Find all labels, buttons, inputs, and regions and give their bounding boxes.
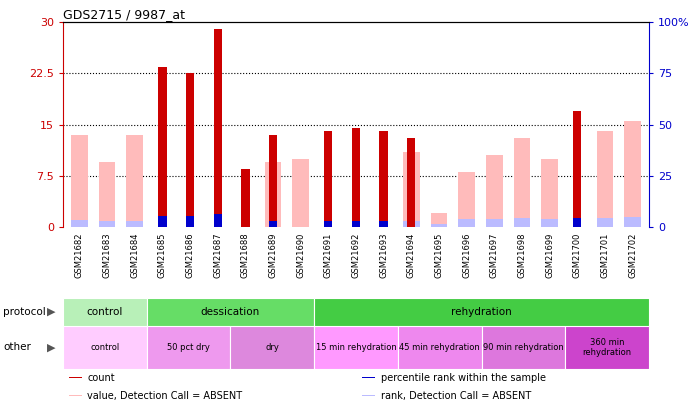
Bar (99, 162, 115, 227)
Bar (71, 220, 88, 227)
Bar (541, 159, 558, 227)
Text: ▶: ▶ (47, 342, 55, 352)
Text: control: control (87, 307, 123, 317)
Text: 15 min rehydration: 15 min rehydration (315, 343, 396, 352)
Bar (242, 169, 249, 227)
Text: control: control (90, 343, 119, 352)
Bar (431, 213, 447, 227)
Bar (352, 221, 360, 227)
Text: other: other (3, 342, 31, 352)
Bar (99, 221, 115, 227)
Bar (126, 135, 143, 227)
Bar (398, 326, 482, 369)
Text: value, Detection Call = ABSENT: value, Detection Call = ABSENT (87, 391, 243, 401)
Bar (63, 298, 147, 326)
Bar (431, 224, 447, 227)
Bar (324, 131, 332, 227)
Bar (68, 377, 82, 378)
Bar (482, 326, 565, 369)
Text: GSM21694: GSM21694 (407, 232, 416, 278)
Bar (486, 155, 503, 227)
Text: dry: dry (265, 343, 279, 352)
Bar (514, 138, 530, 227)
Bar (541, 219, 558, 227)
Bar (597, 217, 613, 227)
Bar (186, 73, 194, 227)
Bar (380, 131, 388, 227)
Text: count: count (87, 373, 115, 383)
Text: 45 min rehydration: 45 min rehydration (399, 343, 480, 352)
Text: GSM21695: GSM21695 (434, 232, 443, 278)
Text: GSM21700: GSM21700 (573, 232, 581, 278)
Text: GSM21701: GSM21701 (600, 232, 609, 278)
Text: percentile rank within the sample: percentile rank within the sample (380, 373, 546, 383)
Text: GSM21686: GSM21686 (186, 232, 195, 278)
Bar (565, 326, 649, 369)
Text: rank, Detection Call = ABSENT: rank, Detection Call = ABSENT (380, 391, 531, 401)
Text: 360 min
rehydration: 360 min rehydration (583, 338, 632, 357)
Text: GSM21697: GSM21697 (490, 232, 499, 278)
Bar (230, 326, 314, 369)
Bar (624, 217, 641, 227)
Text: GSM21685: GSM21685 (158, 232, 167, 278)
Bar (459, 219, 475, 227)
Text: GSM21693: GSM21693 (379, 232, 388, 278)
Bar (265, 162, 281, 227)
Bar (352, 128, 360, 227)
Bar (407, 138, 415, 227)
Bar (126, 221, 143, 227)
Bar (597, 131, 613, 227)
Bar (63, 326, 147, 369)
Bar (214, 29, 222, 227)
Text: 50 pct dry: 50 pct dry (167, 343, 210, 352)
Text: protocol: protocol (3, 307, 46, 317)
Text: GSM21688: GSM21688 (241, 232, 250, 278)
Text: GSM21691: GSM21691 (324, 232, 333, 278)
Bar (71, 135, 88, 227)
Text: GSM21682: GSM21682 (75, 232, 84, 278)
Text: ▶: ▶ (47, 307, 55, 317)
Text: GSM21684: GSM21684 (131, 232, 139, 278)
Bar (380, 221, 388, 227)
Bar (186, 215, 194, 227)
Bar (269, 135, 277, 227)
Text: GSM21698: GSM21698 (517, 232, 526, 278)
Bar (324, 221, 332, 227)
Bar (573, 217, 581, 227)
Text: GSM21692: GSM21692 (352, 232, 360, 278)
Bar (362, 377, 375, 378)
Bar (514, 217, 530, 227)
Bar (486, 219, 503, 227)
Bar (147, 298, 314, 326)
Bar (403, 221, 419, 227)
Text: GSM21687: GSM21687 (213, 232, 222, 278)
Text: 90 min rehydration: 90 min rehydration (483, 343, 564, 352)
Bar (314, 326, 398, 369)
Bar (403, 152, 419, 227)
Bar (214, 213, 222, 227)
Text: rehydration: rehydration (451, 307, 512, 317)
Text: GSM21690: GSM21690 (296, 232, 305, 278)
Bar (624, 121, 641, 227)
Bar (158, 66, 167, 227)
Text: dessication: dessication (201, 307, 260, 317)
Bar (459, 172, 475, 227)
Text: GSM21699: GSM21699 (545, 232, 554, 278)
Bar (147, 326, 230, 369)
Bar (573, 111, 581, 227)
Text: GSM21702: GSM21702 (628, 232, 637, 278)
Text: GSM21696: GSM21696 (462, 232, 471, 278)
Bar (269, 221, 277, 227)
Text: GSM21689: GSM21689 (269, 232, 278, 278)
Bar (292, 159, 309, 227)
Bar (158, 215, 167, 227)
Bar (314, 298, 649, 326)
Text: GDS2715 / 9987_at: GDS2715 / 9987_at (63, 8, 185, 21)
Text: GSM21683: GSM21683 (103, 232, 112, 278)
